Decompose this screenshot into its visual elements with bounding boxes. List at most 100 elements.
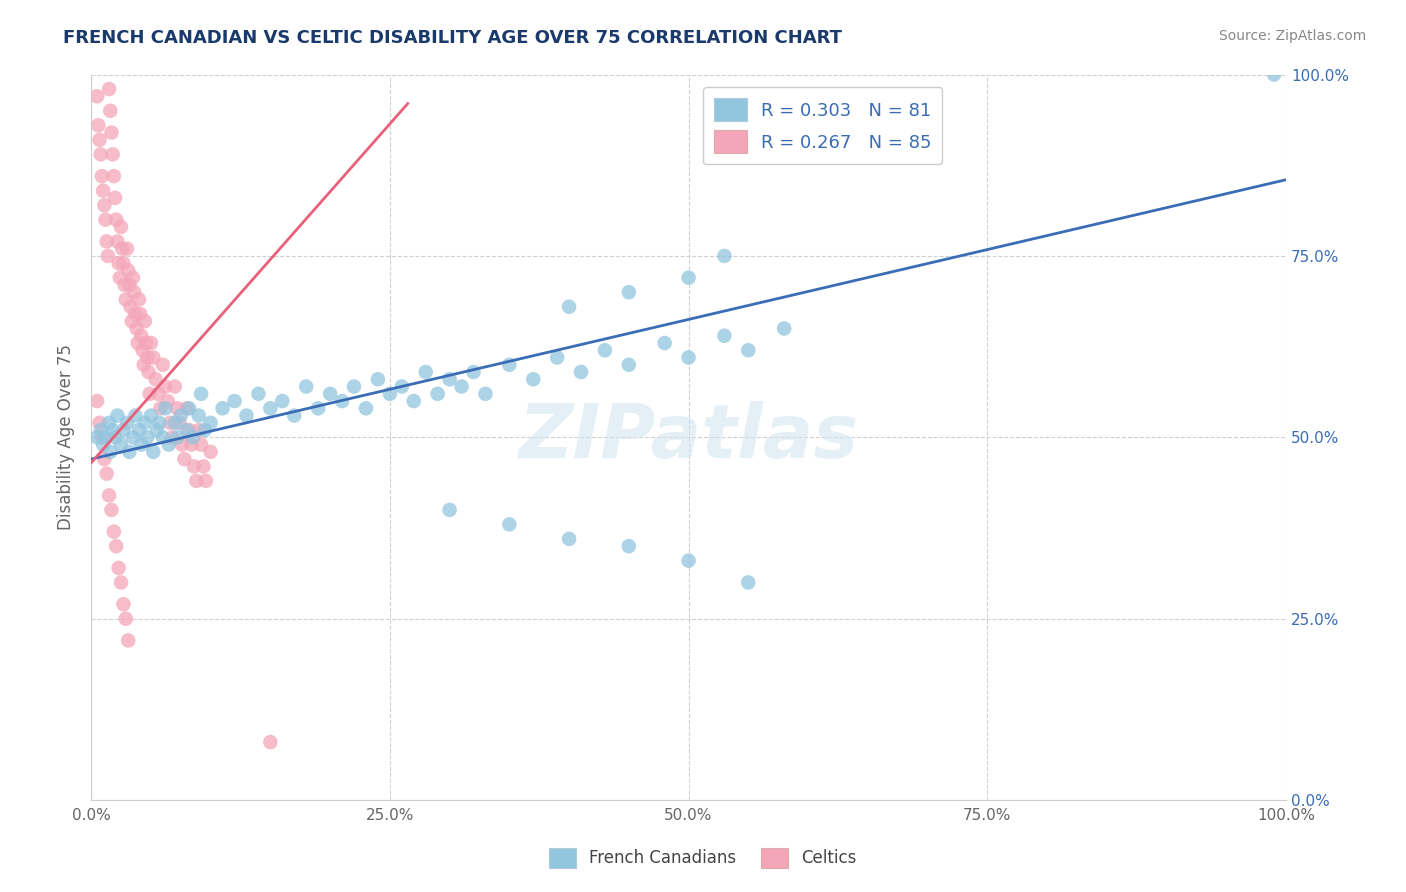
Point — [558, 300, 581, 314]
Point — [330, 394, 353, 409]
Point — [96, 467, 118, 481]
Point — [1263, 68, 1285, 82]
Point — [439, 372, 461, 386]
Point — [145, 372, 167, 386]
Point — [713, 249, 735, 263]
Point — [90, 147, 112, 161]
Point — [654, 336, 676, 351]
Point — [463, 365, 485, 379]
Point — [157, 437, 180, 451]
Point — [439, 503, 461, 517]
Point — [131, 343, 153, 358]
Point — [259, 401, 281, 416]
Point — [190, 386, 212, 401]
Point — [211, 401, 233, 416]
Point — [194, 474, 217, 488]
Point — [89, 133, 111, 147]
Point — [155, 379, 177, 393]
Point — [558, 532, 581, 546]
Point — [103, 169, 125, 183]
Y-axis label: Disability Age Over 75: Disability Age Over 75 — [58, 344, 75, 531]
Point — [678, 351, 700, 365]
Point — [89, 416, 111, 430]
Point — [200, 445, 222, 459]
Text: ZIPatlas: ZIPatlas — [519, 401, 859, 474]
Point — [737, 343, 759, 358]
Point — [193, 459, 215, 474]
Point — [200, 416, 222, 430]
Point — [259, 735, 281, 749]
Point — [124, 409, 146, 423]
Point — [107, 235, 129, 249]
Point — [98, 445, 121, 459]
Point — [103, 524, 125, 539]
Point — [100, 503, 122, 517]
Point — [112, 256, 135, 270]
Point — [107, 256, 129, 270]
Point — [391, 379, 413, 393]
Point — [138, 365, 160, 379]
Point — [98, 488, 121, 502]
Point — [115, 242, 138, 256]
Text: FRENCH CANADIAN VS CELTIC DISABILITY AGE OVER 75 CORRELATION CHART: FRENCH CANADIAN VS CELTIC DISABILITY AGE… — [63, 29, 842, 46]
Point — [131, 437, 153, 451]
Point — [450, 379, 472, 393]
Point — [186, 474, 208, 488]
Point — [90, 430, 112, 444]
Point — [617, 358, 640, 372]
Point — [149, 401, 172, 416]
Point — [90, 169, 112, 183]
Point — [170, 409, 193, 423]
Point — [194, 423, 217, 437]
Point — [115, 416, 138, 430]
Legend: R = 0.303   N = 81, R = 0.267   N = 85: R = 0.303 N = 81, R = 0.267 N = 85 — [703, 87, 942, 164]
Point — [235, 409, 257, 423]
Point — [183, 459, 205, 474]
Point — [176, 423, 198, 437]
Point — [128, 293, 150, 307]
Point — [187, 423, 209, 437]
Point — [142, 351, 165, 365]
Point — [367, 372, 389, 386]
Point — [128, 423, 150, 437]
Point — [163, 416, 186, 430]
Point — [93, 198, 115, 212]
Point — [378, 386, 401, 401]
Point — [122, 270, 145, 285]
Point — [159, 416, 181, 430]
Point — [142, 445, 165, 459]
Point — [87, 118, 110, 132]
Legend: French Canadians, Celtics: French Canadians, Celtics — [543, 841, 863, 875]
Point — [110, 219, 132, 234]
Text: Source: ZipAtlas.com: Source: ZipAtlas.com — [1219, 29, 1367, 43]
Point — [163, 379, 186, 393]
Point — [152, 358, 174, 372]
Point — [170, 437, 193, 451]
Point — [114, 277, 136, 292]
Point — [546, 351, 568, 365]
Point — [415, 365, 437, 379]
Point — [86, 394, 108, 409]
Point — [108, 270, 131, 285]
Point — [162, 430, 184, 444]
Point — [105, 212, 128, 227]
Point — [114, 612, 136, 626]
Point — [129, 307, 152, 321]
Point — [247, 386, 270, 401]
Point — [90, 423, 112, 437]
Point — [107, 409, 129, 423]
Point — [138, 386, 160, 401]
Point — [98, 82, 121, 96]
Point — [678, 554, 700, 568]
Point — [117, 263, 139, 277]
Point — [617, 539, 640, 553]
Point — [136, 351, 159, 365]
Point — [98, 103, 121, 118]
Point — [97, 249, 120, 263]
Point — [118, 277, 141, 292]
Point — [180, 437, 202, 451]
Point — [136, 430, 159, 444]
Point — [114, 293, 136, 307]
Point — [135, 336, 157, 351]
Point — [127, 336, 149, 351]
